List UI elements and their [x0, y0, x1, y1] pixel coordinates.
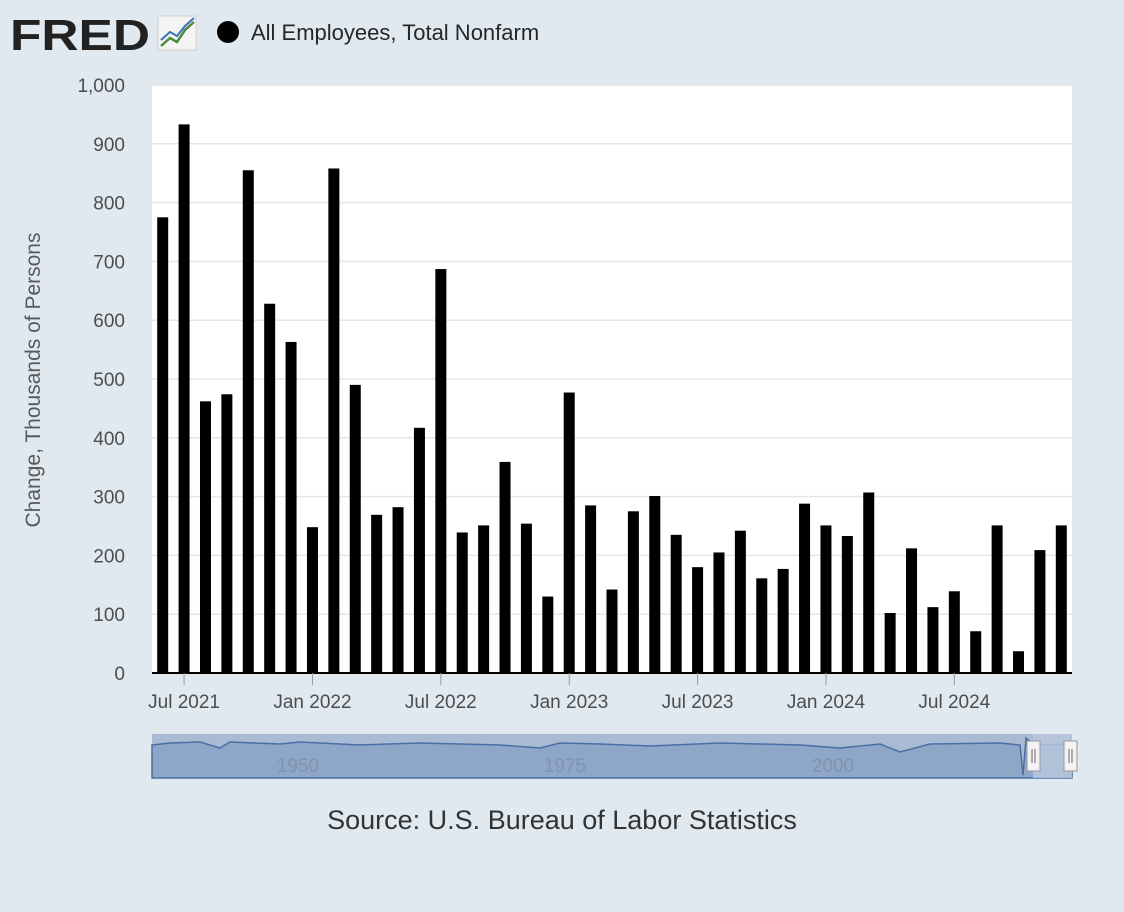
bar[interactable]: [734, 530, 746, 673]
chart-header: FRED All Employees, Total Nonfarm: [0, 0, 1124, 70]
bar[interactable]: [456, 532, 468, 673]
bar[interactable]: [199, 401, 211, 673]
bar[interactable]: [820, 525, 832, 673]
y-axis-ticks: 0 100 200 300 400 500 600 700 800 900 1,000: [77, 76, 125, 685]
bar[interactable]: [157, 217, 169, 674]
bar[interactable]: [884, 613, 896, 673]
bar[interactable]: [692, 567, 704, 673]
y-tick-label: 200: [93, 546, 125, 567]
y-tick-label: 600: [93, 311, 125, 332]
bar[interactable]: [306, 527, 318, 673]
y-tick-label: 300: [93, 488, 125, 509]
bar[interactable]: [371, 514, 383, 673]
bar[interactable]: [328, 168, 340, 673]
bar[interactable]: [863, 492, 875, 673]
x-tick-label: Jan 2023: [530, 692, 608, 713]
bar[interactable]: [392, 507, 404, 673]
x-tick-label: Jul 2022: [405, 692, 477, 713]
bar-chart: 0 100 200 300 400 500 600 700 800 900 1,000 Jul 20…: [77, 76, 1078, 779]
navigator-year-label: 1975: [544, 756, 586, 777]
y-tick-label: 800: [93, 194, 125, 215]
bar[interactable]: [777, 568, 789, 673]
bar[interactable]: [478, 525, 490, 673]
navigator-year-label: 1950: [277, 756, 319, 777]
y-tick-label: 1,000: [77, 76, 125, 97]
bars: [157, 124, 1067, 674]
bar[interactable]: [1034, 550, 1046, 673]
bar[interactable]: [841, 535, 853, 673]
navigator-right-handle[interactable]: [1063, 740, 1078, 772]
legend-marker[interactable]: [217, 21, 239, 43]
navigator-left-handle[interactable]: [1026, 740, 1041, 772]
bar[interactable]: [221, 394, 233, 673]
bar[interactable]: [713, 552, 725, 673]
range-navigator[interactable]: 1950 1975 2000: [151, 734, 1078, 779]
bar[interactable]: [499, 461, 511, 673]
bar[interactable]: [178, 124, 190, 673]
bar[interactable]: [606, 589, 618, 673]
bar[interactable]: [906, 548, 918, 673]
bar[interactable]: [563, 392, 575, 673]
bar[interactable]: [1055, 525, 1067, 673]
bar[interactable]: [520, 523, 532, 673]
source-note: Source: U.S. Bureau of Labor Statistics: [327, 805, 797, 835]
fred-logo[interactable]: FRED: [10, 12, 200, 54]
bar[interactable]: [264, 303, 276, 673]
bar[interactable]: [670, 534, 682, 673]
y-tick-label: 100: [93, 605, 125, 626]
bar[interactable]: [927, 607, 939, 673]
x-tick-label: Jul 2021: [148, 692, 220, 713]
bar[interactable]: [627, 511, 639, 673]
bar[interactable]: [542, 596, 554, 673]
x-tick-label: Jan 2022: [273, 692, 351, 713]
bar[interactable]: [585, 505, 597, 673]
bar[interactable]: [242, 170, 254, 673]
fred-graph-icon: [157, 15, 197, 51]
y-tick-label: 900: [93, 135, 125, 156]
bar[interactable]: [991, 525, 1003, 673]
fred-logo-text: FRED: [10, 12, 150, 54]
navigator-year-label: 2000: [812, 756, 854, 777]
bar[interactable]: [1013, 651, 1025, 673]
bar[interactable]: [756, 578, 768, 673]
bar[interactable]: [435, 269, 447, 673]
y-tick-label: 0: [114, 664, 125, 685]
y-tick-label: 500: [93, 370, 125, 391]
y-tick-label: 700: [93, 252, 125, 273]
bar[interactable]: [649, 496, 661, 673]
bar[interactable]: [970, 631, 982, 673]
y-tick-label: 400: [93, 429, 125, 450]
bar[interactable]: [948, 591, 960, 673]
bar[interactable]: [799, 503, 811, 673]
bar[interactable]: [413, 427, 425, 673]
x-tick-label: Jan 2024: [787, 692, 866, 713]
navigator-series: [151, 736, 1073, 779]
x-tick-label: Jul 2024: [918, 692, 990, 713]
x-tick-label: Jul 2023: [662, 692, 734, 713]
legend-label[interactable]: All Employees, Total Nonfarm: [251, 20, 540, 45]
bar[interactable]: [349, 384, 361, 673]
x-axis-ticks: Jul 2021 Jan 2022 Jul 2022 Jan 2023 Jul 2023…: [148, 673, 991, 713]
bar[interactable]: [285, 341, 297, 673]
